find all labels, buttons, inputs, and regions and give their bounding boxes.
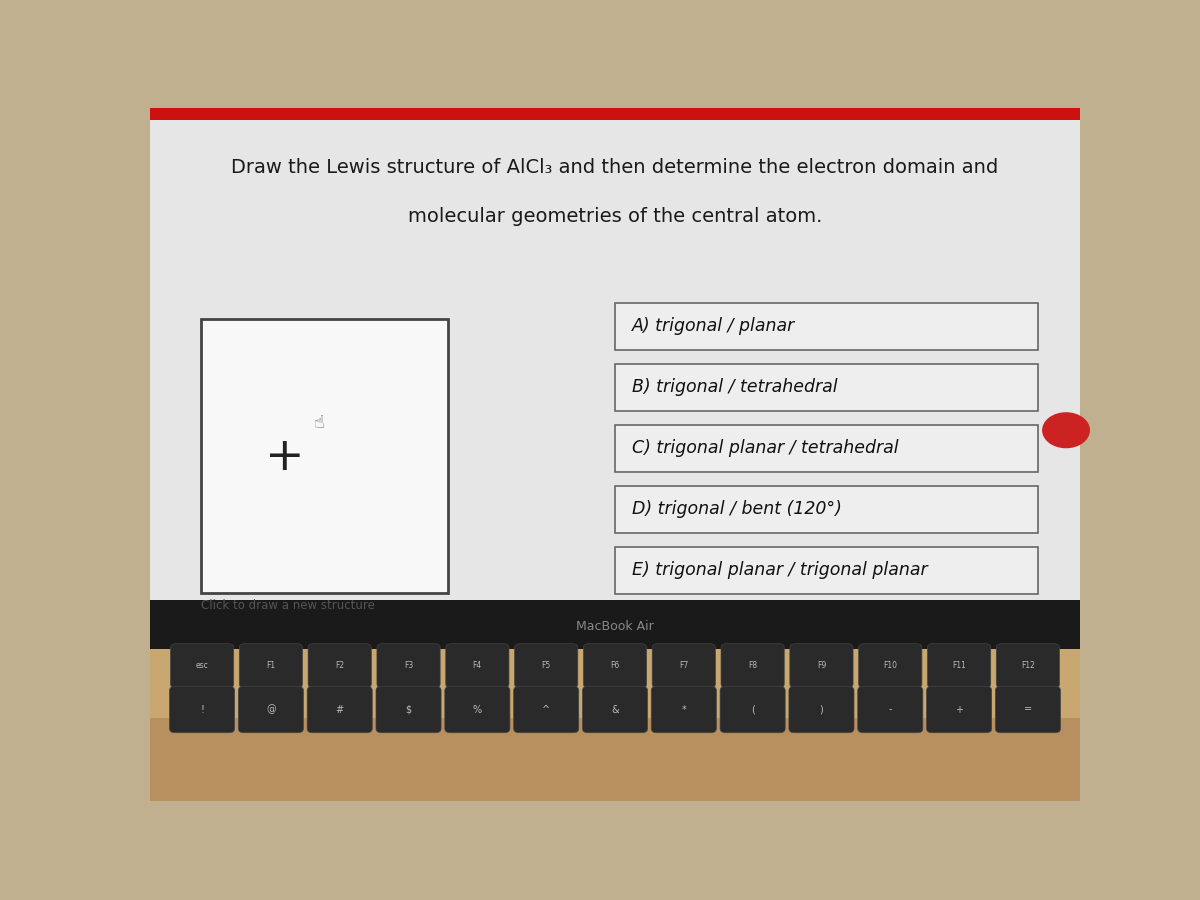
Text: ^: ^ [542, 705, 551, 715]
Text: F10: F10 [883, 662, 898, 670]
FancyBboxPatch shape [996, 644, 1060, 688]
FancyBboxPatch shape [859, 644, 922, 688]
FancyBboxPatch shape [376, 687, 442, 733]
FancyBboxPatch shape [582, 687, 648, 733]
FancyBboxPatch shape [515, 644, 578, 688]
FancyBboxPatch shape [790, 644, 853, 688]
Text: F3: F3 [404, 662, 413, 670]
Text: B) trigonal / tetrahedral: B) trigonal / tetrahedral [631, 378, 838, 396]
Text: F4: F4 [473, 662, 482, 670]
Text: &: & [611, 705, 619, 715]
FancyBboxPatch shape [170, 644, 234, 688]
Text: esc: esc [196, 662, 209, 670]
Text: +: + [265, 436, 305, 481]
Text: (: ( [751, 705, 755, 715]
Text: ): ) [820, 705, 823, 715]
Text: F9: F9 [817, 662, 826, 670]
FancyBboxPatch shape [239, 644, 302, 688]
Text: #: # [336, 705, 343, 715]
Circle shape [1043, 413, 1090, 447]
FancyBboxPatch shape [445, 687, 510, 733]
Text: F7: F7 [679, 662, 689, 670]
Text: $: $ [406, 705, 412, 715]
Text: F11: F11 [952, 662, 966, 670]
Text: MacBook Air: MacBook Air [576, 620, 654, 633]
Text: F5: F5 [541, 662, 551, 670]
Text: Draw the Lewis structure of AlCl₃ and then determine the electron domain and: Draw the Lewis structure of AlCl₃ and th… [232, 158, 998, 176]
FancyBboxPatch shape [307, 687, 372, 733]
FancyBboxPatch shape [926, 687, 991, 733]
FancyBboxPatch shape [858, 687, 923, 733]
FancyBboxPatch shape [514, 687, 578, 733]
FancyBboxPatch shape [653, 644, 715, 688]
FancyBboxPatch shape [377, 644, 440, 688]
Text: D) trigonal / bent (120°): D) trigonal / bent (120°) [631, 500, 841, 518]
FancyBboxPatch shape [239, 687, 304, 733]
Text: F6: F6 [611, 662, 619, 670]
FancyBboxPatch shape [928, 644, 991, 688]
FancyBboxPatch shape [616, 302, 1038, 350]
Text: !: ! [200, 705, 204, 715]
FancyBboxPatch shape [788, 687, 854, 733]
Text: molecular geometries of the central atom.: molecular geometries of the central atom… [408, 207, 822, 226]
Text: F8: F8 [748, 662, 757, 670]
FancyBboxPatch shape [652, 687, 716, 733]
FancyBboxPatch shape [308, 644, 371, 688]
Text: ☝: ☝ [313, 414, 325, 432]
FancyBboxPatch shape [720, 687, 785, 733]
Text: *: * [682, 705, 686, 715]
Text: F2: F2 [335, 662, 344, 670]
Text: Click to draw a new structure: Click to draw a new structure [200, 599, 374, 612]
Text: +: + [955, 705, 964, 715]
FancyBboxPatch shape [616, 546, 1038, 594]
FancyBboxPatch shape [721, 644, 785, 688]
Bar [150, 718, 1080, 801]
FancyBboxPatch shape [616, 486, 1038, 533]
Text: =: = [1024, 705, 1032, 715]
FancyBboxPatch shape [616, 425, 1038, 472]
Text: E) trigonal planar / trigonal planar: E) trigonal planar / trigonal planar [631, 562, 928, 580]
Text: @: @ [266, 705, 276, 715]
Text: C) trigonal planar / tetrahedral: C) trigonal planar / tetrahedral [631, 439, 899, 457]
Text: A) trigonal / planar: A) trigonal / planar [631, 318, 794, 336]
FancyBboxPatch shape [583, 644, 647, 688]
FancyBboxPatch shape [995, 687, 1061, 733]
Bar [150, 108, 1080, 600]
Text: -: - [888, 705, 892, 715]
FancyBboxPatch shape [202, 320, 448, 593]
Bar [150, 649, 1080, 718]
FancyBboxPatch shape [616, 364, 1038, 410]
Text: F1: F1 [266, 662, 276, 670]
Text: %: % [473, 705, 482, 715]
FancyBboxPatch shape [169, 687, 235, 733]
Text: F12: F12 [1021, 662, 1034, 670]
Bar [150, 108, 1080, 121]
Bar [150, 600, 1080, 652]
FancyBboxPatch shape [445, 644, 509, 688]
